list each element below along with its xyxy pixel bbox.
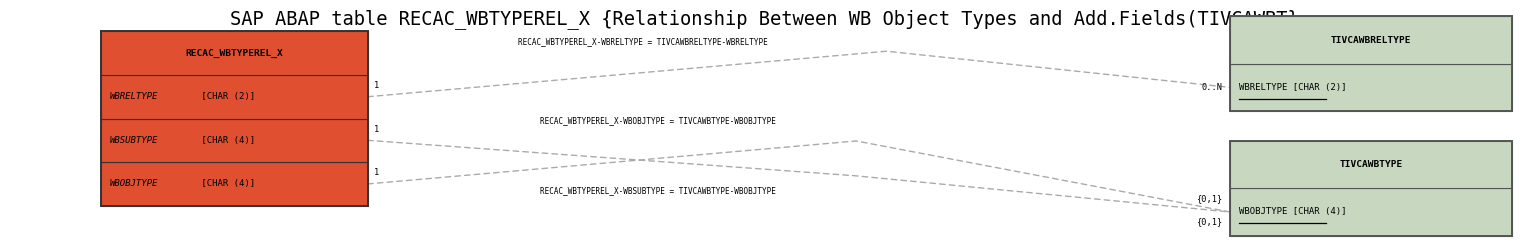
- Text: WBRELTYPE [CHAR (2)]: WBRELTYPE [CHAR (2)]: [1238, 83, 1347, 92]
- Text: RECAC_WBTYPEREL_X-WBRELTYPE = TIVCAWBRELTYPE-WBRELTYPE: RECAC_WBTYPEREL_X-WBRELTYPE = TIVCAWBREL…: [517, 37, 768, 46]
- Text: 0..N: 0..N: [1202, 83, 1222, 92]
- Bar: [1229, 16, 1512, 111]
- Text: TIVCAWBTYPE: TIVCAWBTYPE: [1339, 160, 1402, 169]
- Text: SAP ABAP table RECAC_WBTYPEREL_X {Relationship Between WB Object Types and Add.F: SAP ABAP table RECAC_WBTYPEREL_X {Relati…: [231, 9, 1298, 29]
- Text: WBOBJTYPE [CHAR (4)]: WBOBJTYPE [CHAR (4)]: [1238, 207, 1347, 216]
- Text: 1: 1: [373, 168, 379, 177]
- Bar: [1229, 141, 1512, 188]
- Text: [CHAR (4)]: [CHAR (4)]: [196, 136, 255, 145]
- Text: 1: 1: [373, 81, 379, 90]
- Bar: [1229, 141, 1512, 236]
- Text: [CHAR (2)]: [CHAR (2)]: [196, 92, 255, 101]
- Bar: [101, 31, 367, 206]
- Bar: [101, 162, 367, 206]
- Bar: [101, 118, 367, 162]
- Text: {0,1}: {0,1}: [1196, 217, 1222, 227]
- Bar: [1229, 64, 1512, 111]
- Text: [CHAR (4)]: [CHAR (4)]: [196, 179, 255, 188]
- Text: 1: 1: [373, 125, 379, 134]
- Text: RECAC_WBTYPEREL_X-WBOBJTYPE = TIVCAWBTYPE-WBOBJTYPE: RECAC_WBTYPEREL_X-WBOBJTYPE = TIVCAWBTYP…: [540, 116, 775, 125]
- Bar: [101, 31, 367, 75]
- Text: RECAC_WBTYPEREL_X-WBSUBTYPE = TIVCAWBTYPE-WBOBJTYPE: RECAC_WBTYPEREL_X-WBSUBTYPE = TIVCAWBTYP…: [540, 186, 775, 195]
- Text: {0,1}: {0,1}: [1196, 194, 1222, 203]
- Text: WBRELTYPE: WBRELTYPE: [110, 92, 157, 101]
- Text: RECAC_WBTYPEREL_X: RECAC_WBTYPEREL_X: [185, 49, 283, 58]
- Text: WBOBJTYPE: WBOBJTYPE: [110, 179, 157, 188]
- Bar: [1229, 188, 1512, 236]
- Bar: [1229, 16, 1512, 64]
- Bar: [101, 75, 367, 118]
- Text: WBSUBTYPE: WBSUBTYPE: [110, 136, 157, 145]
- Text: TIVCAWBRELTYPE: TIVCAWBRELTYPE: [1330, 36, 1411, 45]
